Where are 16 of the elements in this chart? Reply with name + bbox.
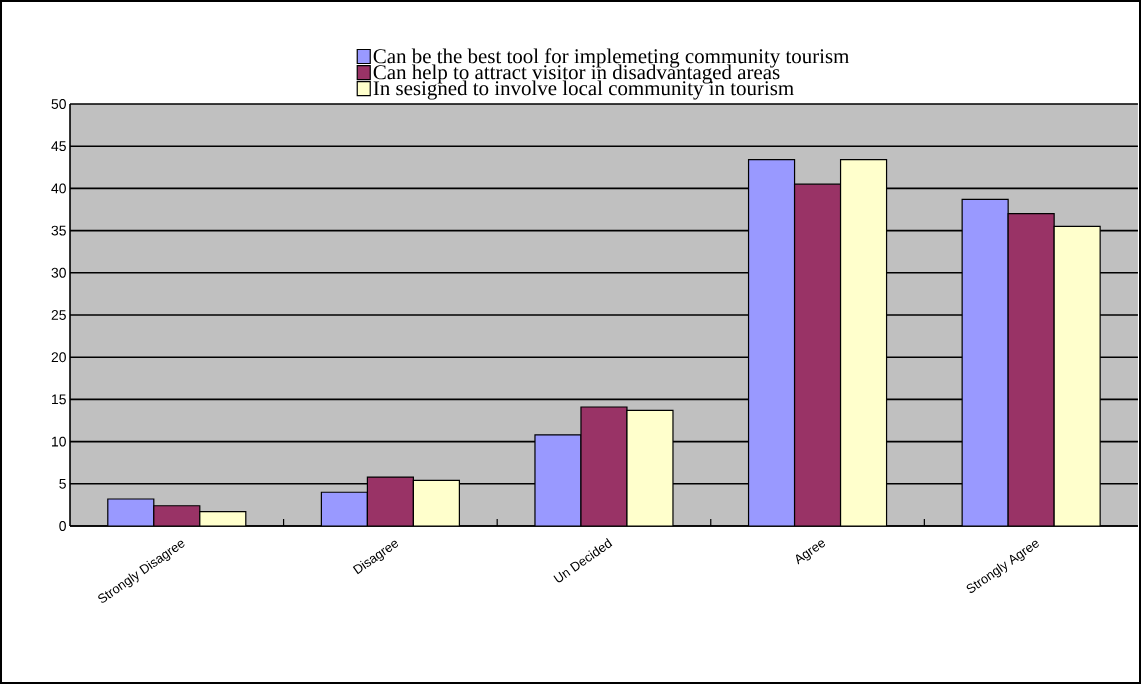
y-tick-label: 50 (51, 99, 66, 109)
y-tick-label: 10 (52, 436, 66, 447)
y-tick-label: 5 (59, 478, 66, 489)
y-tick-label: 30 (51, 267, 66, 278)
y-tick-label: 20 (51, 352, 66, 363)
bar (1007, 213, 1055, 526)
y-tick-label: 15 (52, 394, 66, 405)
bar (793, 183, 842, 526)
y-tick-label: 25 (51, 310, 66, 320)
y-tick-label: 40 (51, 183, 66, 194)
y-tick-label: 0 (59, 521, 66, 531)
y-tick-label: 45 (51, 141, 66, 152)
bar (153, 505, 201, 526)
bar (580, 406, 628, 526)
bar (366, 476, 414, 526)
y-tick-label: 35 (51, 225, 66, 236)
